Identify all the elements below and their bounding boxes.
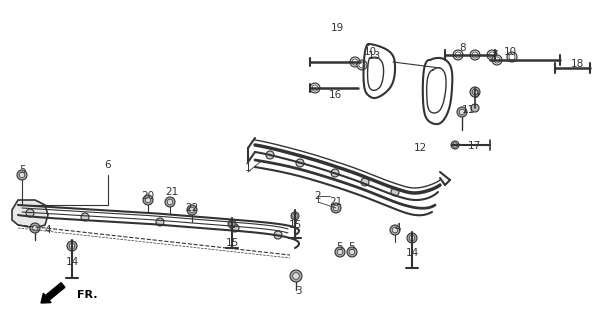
Circle shape [228, 220, 236, 228]
Text: 5: 5 [349, 242, 355, 252]
FancyArrow shape [41, 283, 65, 303]
Circle shape [453, 143, 457, 147]
Circle shape [310, 83, 320, 93]
Text: 6: 6 [104, 160, 111, 170]
Text: 19: 19 [330, 23, 344, 33]
Text: 1: 1 [245, 163, 251, 173]
Circle shape [507, 52, 517, 62]
Circle shape [455, 52, 461, 58]
Circle shape [81, 213, 89, 221]
Text: 14: 14 [405, 248, 418, 258]
Circle shape [357, 60, 367, 70]
Circle shape [470, 87, 480, 97]
Text: 10: 10 [364, 47, 377, 57]
Circle shape [335, 247, 345, 257]
Text: 21: 21 [165, 187, 179, 197]
Circle shape [359, 62, 365, 68]
Circle shape [349, 249, 355, 255]
Circle shape [361, 178, 369, 186]
Circle shape [337, 249, 343, 255]
Circle shape [459, 109, 464, 115]
Circle shape [293, 214, 297, 218]
Circle shape [293, 273, 299, 279]
Text: 2: 2 [315, 191, 321, 201]
Circle shape [143, 195, 153, 205]
Circle shape [32, 225, 38, 231]
Circle shape [392, 227, 398, 233]
Text: 4: 4 [395, 223, 401, 233]
Circle shape [189, 207, 195, 213]
Circle shape [145, 197, 151, 203]
Circle shape [187, 205, 197, 215]
Circle shape [30, 223, 40, 233]
Circle shape [333, 205, 338, 211]
Text: FR.: FR. [77, 290, 97, 300]
Circle shape [165, 197, 175, 207]
Text: 10: 10 [503, 47, 516, 57]
Polygon shape [12, 200, 48, 228]
Circle shape [331, 203, 341, 213]
Circle shape [156, 218, 164, 226]
Circle shape [472, 52, 478, 58]
Text: 15: 15 [226, 238, 239, 248]
Text: 11: 11 [461, 105, 475, 115]
Circle shape [291, 212, 299, 220]
Circle shape [451, 141, 459, 149]
Text: 5: 5 [19, 165, 25, 175]
Circle shape [457, 107, 467, 117]
Text: 15: 15 [288, 220, 301, 230]
Circle shape [347, 247, 357, 257]
Text: 21: 21 [330, 197, 343, 207]
Circle shape [494, 57, 500, 63]
Text: 12: 12 [413, 143, 427, 153]
Text: 5: 5 [337, 242, 343, 252]
Circle shape [492, 55, 502, 65]
Circle shape [312, 85, 318, 91]
Circle shape [352, 59, 358, 65]
Text: 17: 17 [467, 141, 481, 151]
Text: 9: 9 [473, 90, 479, 100]
Text: 20: 20 [141, 191, 155, 201]
Circle shape [231, 224, 239, 232]
Text: 3: 3 [295, 286, 301, 296]
Circle shape [471, 104, 479, 112]
Circle shape [350, 57, 360, 67]
Circle shape [167, 199, 173, 205]
Text: 7: 7 [491, 50, 497, 60]
Text: 14: 14 [66, 257, 79, 267]
Circle shape [331, 169, 339, 177]
Text: 13: 13 [367, 51, 381, 61]
Text: 8: 8 [460, 43, 466, 53]
Circle shape [509, 54, 515, 60]
Circle shape [17, 170, 27, 180]
Circle shape [67, 241, 77, 251]
Circle shape [407, 233, 417, 243]
Circle shape [453, 50, 463, 60]
Circle shape [410, 235, 415, 241]
Circle shape [19, 172, 24, 178]
Text: 18: 18 [570, 59, 584, 69]
Circle shape [390, 225, 400, 235]
Text: 16: 16 [328, 90, 341, 100]
Circle shape [26, 209, 34, 217]
Circle shape [230, 222, 234, 226]
Text: 22: 22 [186, 203, 199, 213]
Circle shape [472, 89, 478, 95]
Circle shape [391, 188, 399, 196]
Circle shape [274, 231, 282, 239]
Circle shape [290, 270, 302, 282]
Circle shape [470, 50, 480, 60]
Circle shape [487, 50, 497, 60]
Circle shape [296, 159, 304, 167]
Circle shape [489, 52, 495, 58]
Text: 4: 4 [45, 225, 51, 235]
Circle shape [266, 151, 274, 159]
Circle shape [69, 243, 75, 249]
